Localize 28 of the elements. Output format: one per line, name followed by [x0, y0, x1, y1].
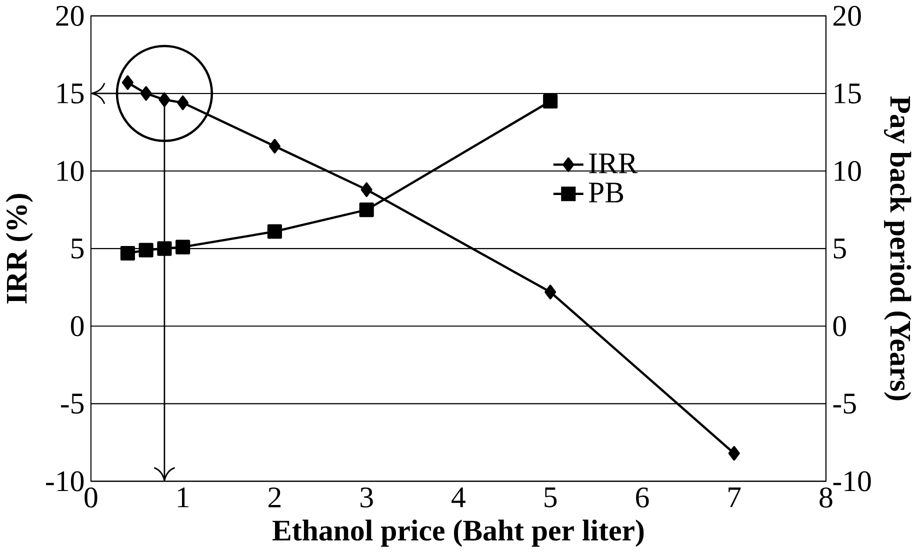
x-tick-label: 7 [728, 488, 741, 508]
x-tick-label: 0 [84, 488, 98, 508]
y2-axis-title: Pay back period (Years) [884, 96, 912, 400]
x-tick-label: 2 [268, 488, 281, 508]
x-tick-label: 4 [452, 488, 466, 508]
y-tick-label: 5 [72, 238, 84, 259]
y-tick-label: -5 [60, 394, 84, 414]
y-axis-title: IRR (%) [6, 194, 33, 304]
x-tick-label: 5 [544, 488, 557, 508]
y2-tick-label: 5 [834, 238, 846, 259]
x-tick-label: 1 [178, 488, 188, 508]
legend-label: IRR [589, 154, 638, 174]
y2-tick-label: 20 [834, 6, 861, 26]
y-tick-label: 10 [58, 161, 84, 182]
y2-tick-label: 10 [834, 161, 861, 182]
y2-tick-label: -10 [833, 471, 871, 492]
legend-label: PB [588, 182, 624, 203]
x-tick-label: 8 [820, 488, 832, 508]
y-tick-label: 15 [58, 84, 84, 104]
x-tick-label: 3 [360, 488, 373, 508]
x-axis-title: Ethanol price (Baht per liter) [272, 520, 644, 547]
y-tick-label: -10 [46, 471, 84, 492]
y2-tick-label: -5 [833, 394, 856, 414]
y-tick-label: 0 [70, 316, 84, 336]
y-tick-label: 20 [56, 6, 84, 26]
x-tick-label: 6 [636, 488, 649, 508]
y2-tick-label: 0 [833, 316, 846, 336]
y2-tick-label: 15 [834, 84, 861, 104]
